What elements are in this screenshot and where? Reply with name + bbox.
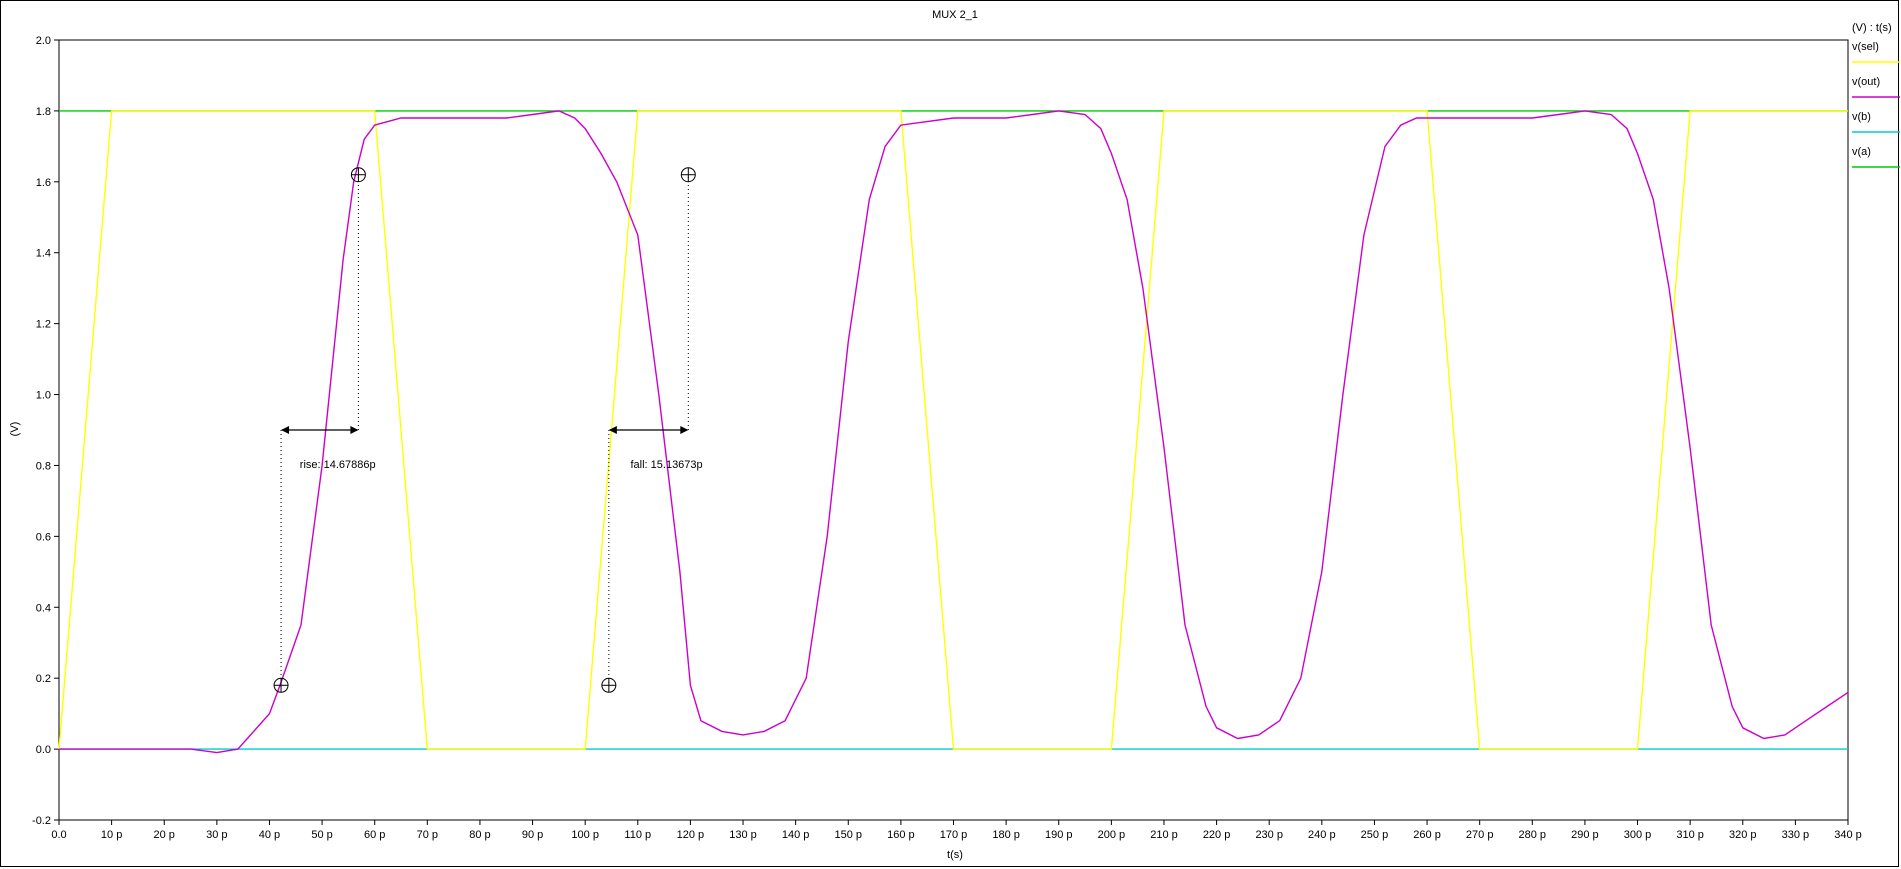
x-tick-label: 110 p (624, 829, 651, 841)
x-tick-label: 10 p (101, 829, 122, 841)
x-tick-label: 300 p (1624, 829, 1652, 841)
series-line-vout[interactable] (59, 110, 1849, 754)
arrowhead-left-icon (608, 426, 617, 434)
x-tick-label: 290 p (1571, 829, 1599, 841)
x-tick-label: 230 p (1255, 829, 1283, 841)
legend-label[interactable]: v(b) (1852, 111, 1871, 123)
x-tick-label: 0.0 (51, 829, 66, 841)
legend: v(sel) v(out) v(b) v(a) (1852, 41, 1900, 168)
legend-label[interactable]: v(sel) (1852, 41, 1879, 53)
crosshair-marker-icon[interactable] (601, 677, 617, 693)
crosshair-marker-icon[interactable] (680, 167, 696, 183)
arrowhead-right-icon (680, 426, 689, 434)
y-tick-label: 1.8 (36, 106, 51, 118)
x-tick-label: 140 p (782, 829, 810, 841)
x-tick-label: 60 p (364, 829, 385, 841)
annotation-label: rise: 14.67886p (300, 459, 376, 471)
x-tick-label: 270 p (1466, 829, 1494, 841)
x-tick-label: 170 p (940, 829, 968, 841)
y-tick-label: 2.0 (36, 35, 51, 47)
x-tick-label: 180 p (992, 829, 1020, 841)
y-tick-label: 1.0 (36, 390, 51, 402)
y-tick-label: 1.2 (36, 319, 51, 331)
crosshair-marker-icon[interactable] (273, 677, 289, 693)
x-tick-label: 50 p (311, 829, 332, 841)
y-tick-label: 1.6 (36, 177, 51, 189)
x-tick-label: 260 p (1413, 829, 1441, 841)
x-tick-label: 30 p (206, 829, 227, 841)
y-tick-label: 1.4 (36, 248, 51, 260)
x-tick-label: 160 p (887, 829, 915, 841)
x-tick-label: 80 p (469, 829, 490, 841)
x-tick-label: 40 p (259, 829, 280, 841)
x-tick-label: 210 p (1150, 829, 1178, 841)
legend-label[interactable]: v(out) (1852, 76, 1880, 88)
measurement-annotations: rise: 14.67886p fall: 15.13673p (273, 167, 703, 693)
x-tick-label: 280 p (1519, 829, 1547, 841)
y-tick-label: 0.4 (36, 602, 51, 614)
annotation-label: fall: 15.13673p (630, 459, 702, 471)
y-tick-label: -0.2 (32, 815, 51, 827)
y-tick-label: 0.2 (36, 673, 51, 685)
x-tick-label: 20 p (154, 829, 175, 841)
y-tick-label: 0.8 (36, 460, 51, 472)
x-tick-label: 120 p (677, 829, 705, 841)
x-tick-label: 200 p (1098, 829, 1126, 841)
x-tick-label: 150 p (834, 829, 862, 841)
x-tick-label: 310 p (1676, 829, 1704, 841)
x-tick-label: 340 p (1834, 829, 1862, 841)
x-tick-label: 70 p (417, 829, 438, 841)
x-tick-label: 250 p (1361, 829, 1389, 841)
y-tick-label: 0.0 (36, 744, 51, 756)
x-axis-title: t(s) (947, 849, 963, 861)
x-tick-label: 100 p (571, 829, 599, 841)
x-tick-label: 320 p (1729, 829, 1757, 841)
arrowhead-right-icon (350, 426, 359, 434)
series-line-vsel[interactable] (58, 110, 1848, 750)
crosshair-marker-icon[interactable] (350, 167, 366, 183)
x-tick-label: 330 p (1782, 829, 1810, 841)
x-tick-label: 130 p (729, 829, 757, 841)
axis-ticks: 0.0 10 p 20 p 30 p 40 p 50 p 60 p 70 p 80 p 90 p 1… (32, 35, 1862, 841)
legend-label[interactable]: v(a) (1852, 146, 1871, 158)
x-tick-label: 240 p (1308, 829, 1336, 841)
legend-header: (V) : t(s) (1852, 22, 1892, 34)
x-tick-label: 220 p (1203, 829, 1231, 841)
x-tick-label: 190 p (1045, 829, 1073, 841)
y-tick-label: 0.6 (36, 531, 51, 543)
series-lines (58, 110, 1849, 754)
chart-title[interactable]: MUX 2_1 (932, 9, 978, 21)
arrowhead-left-icon (281, 426, 290, 434)
x-tick-label: 90 p (522, 829, 543, 841)
y-axis-title: (V) (9, 422, 21, 437)
